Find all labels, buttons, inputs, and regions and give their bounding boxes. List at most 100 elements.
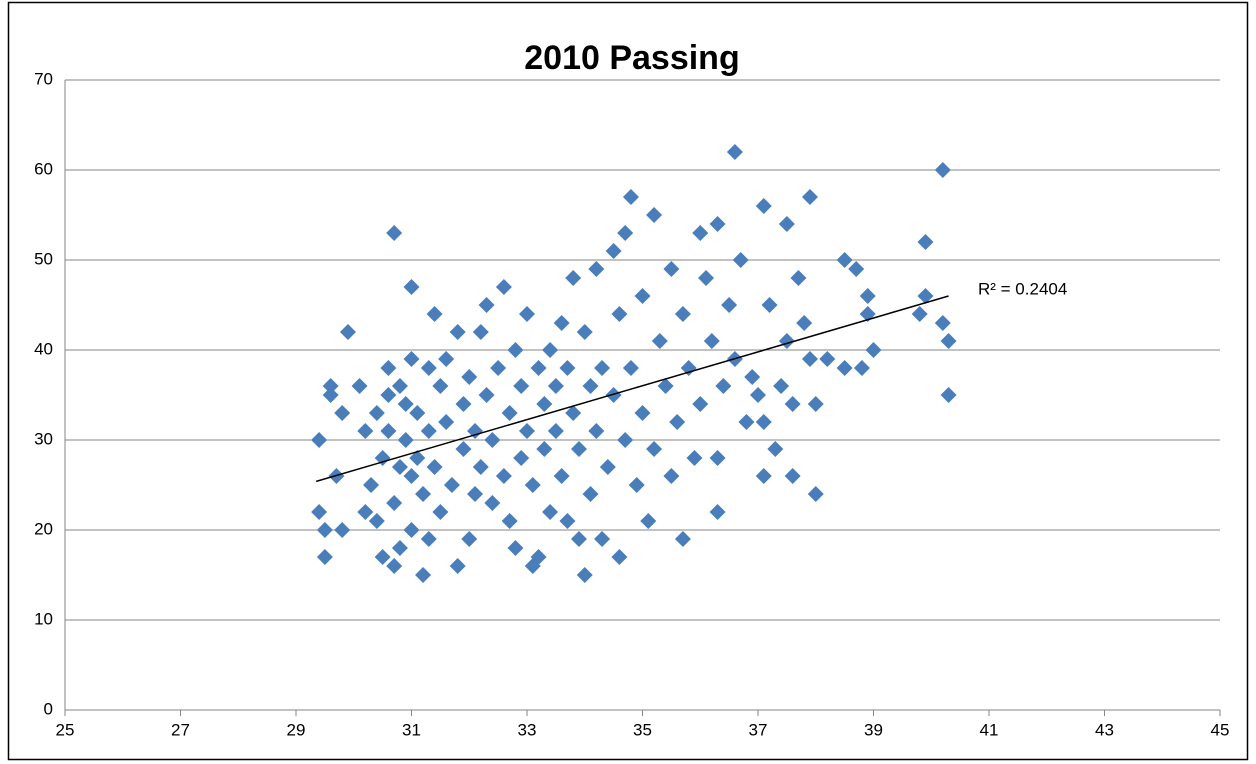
data-point	[357, 423, 374, 439]
data-point	[513, 378, 530, 394]
data-point	[530, 360, 547, 376]
data-point	[622, 189, 639, 205]
data-point	[570, 441, 587, 457]
data-point	[594, 360, 611, 376]
data-point	[646, 441, 663, 457]
data-point	[588, 423, 605, 439]
data-point	[363, 477, 380, 493]
data-point	[351, 378, 368, 394]
data-point	[773, 378, 790, 394]
data-point	[611, 306, 628, 322]
data-point	[801, 351, 818, 367]
data-point	[420, 360, 437, 376]
data-point	[807, 396, 824, 412]
data-point	[605, 243, 622, 259]
data-point	[853, 360, 870, 376]
data-point	[536, 396, 553, 412]
data-point	[409, 405, 426, 421]
y-tick-label: 60	[34, 159, 53, 178]
data-point	[547, 423, 564, 439]
data-point	[709, 504, 726, 520]
data-point	[761, 297, 778, 313]
data-point	[796, 315, 813, 331]
data-point	[686, 450, 703, 466]
data-point	[316, 522, 333, 538]
data-point	[449, 324, 466, 340]
data-point	[767, 441, 784, 457]
data-point	[750, 387, 766, 403]
data-point	[940, 333, 957, 349]
data-point	[605, 387, 622, 403]
data-point	[622, 360, 639, 376]
data-point	[339, 324, 356, 340]
data-point	[438, 414, 455, 430]
data-point	[426, 306, 443, 322]
data-point	[415, 486, 432, 502]
y-tick-label: 20	[34, 519, 53, 538]
data-point	[917, 234, 934, 250]
data-point	[576, 324, 593, 340]
data-point	[501, 405, 518, 421]
data-point	[778, 216, 795, 232]
data-point	[524, 477, 541, 493]
data-point	[386, 558, 403, 574]
data-point	[316, 549, 333, 565]
y-tick-label: 50	[34, 249, 53, 268]
data-point	[911, 306, 928, 322]
data-point	[403, 279, 420, 295]
data-point	[715, 378, 732, 394]
data-point	[380, 360, 397, 376]
data-point	[565, 270, 582, 286]
data-point	[859, 288, 876, 304]
data-point	[646, 207, 663, 223]
data-point	[368, 405, 385, 421]
data-point	[461, 531, 478, 547]
x-tick-label: 25	[56, 720, 75, 739]
data-point	[784, 468, 801, 484]
data-point	[755, 468, 772, 484]
data-point	[565, 405, 582, 421]
data-point	[386, 495, 403, 511]
data-point	[391, 540, 408, 556]
data-point	[386, 225, 403, 241]
data-point	[391, 378, 408, 394]
data-point	[420, 531, 437, 547]
y-tick-label: 40	[34, 339, 53, 358]
data-point	[507, 342, 524, 358]
data-point	[380, 387, 397, 403]
data-point	[519, 423, 535, 439]
data-point	[472, 459, 489, 475]
data-point	[374, 450, 391, 466]
data-point	[467, 486, 484, 502]
data-point	[721, 297, 738, 313]
data-point	[559, 360, 576, 376]
data-point	[501, 513, 518, 529]
data-point	[455, 441, 472, 457]
data-point	[651, 333, 668, 349]
data-point	[755, 198, 772, 214]
x-tick-label: 37	[749, 720, 768, 739]
data-point	[397, 432, 414, 448]
data-point	[801, 189, 818, 205]
data-point	[495, 279, 512, 295]
data-point	[709, 450, 726, 466]
x-tick-label: 45	[1211, 720, 1230, 739]
data-point	[640, 513, 657, 529]
data-point	[322, 387, 339, 403]
chart-title: 2010 Passing	[524, 39, 739, 77]
data-point	[403, 468, 420, 484]
data-point	[334, 522, 351, 538]
data-point	[865, 342, 882, 358]
data-point	[542, 504, 559, 520]
data-point	[674, 306, 691, 322]
data-point	[940, 387, 957, 403]
x-tick-label: 31	[402, 720, 421, 739]
data-point	[484, 432, 501, 448]
data-point	[403, 522, 420, 538]
data-point	[547, 378, 564, 394]
data-point	[755, 414, 772, 430]
data-point	[368, 513, 385, 529]
data-point	[698, 270, 715, 286]
data-point	[582, 486, 599, 502]
